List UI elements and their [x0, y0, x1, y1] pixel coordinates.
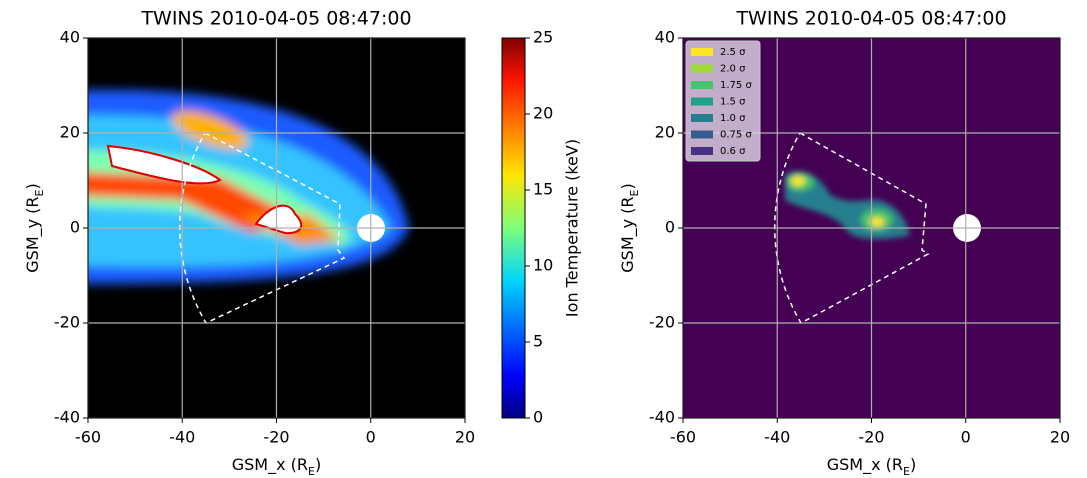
legend-swatch [691, 64, 713, 73]
y-tick-label: 20 [60, 123, 80, 142]
x-axis-label-part: E [903, 465, 910, 478]
legend-swatch [691, 97, 713, 106]
x-axis-label-part: GSM_x (R [232, 455, 308, 475]
y-axis-label-part: E [628, 189, 641, 196]
chart-title: TWINS 2010-04-05 08:47:00 [735, 8, 1006, 30]
y-tick-label: -20 [649, 313, 675, 332]
x-tick-label: 0 [366, 428, 376, 447]
x-tick-label: -20 [858, 428, 884, 447]
y-tick-label: -40 [54, 408, 80, 427]
x-axis-label-part: ) [910, 455, 916, 474]
y-axis-label-part: GSM_y (R [23, 196, 43, 272]
colorbar-tick-label: 25 [533, 28, 553, 47]
x-axis-label-part: GSM_x (R [827, 455, 903, 475]
y-axis-label: GSM_y (RE) [23, 183, 46, 272]
x-tick-label: -40 [764, 428, 790, 447]
colorbar-label: Ion Temperature (keV) [563, 139, 582, 317]
x-tick-label: 0 [961, 428, 971, 447]
legend-label: 0.6 σ [720, 146, 746, 157]
colorbar-tick-label: 10 [533, 256, 553, 275]
y-tick-label: -40 [649, 408, 675, 427]
plot-frame [87, 37, 466, 419]
chart-title: TWINS 2010-04-05 08:47:00 [140, 8, 411, 30]
y-axis-label-part: ) [618, 183, 637, 189]
legend-label: 2.5 σ [720, 47, 746, 58]
y-axis-label-part: E [33, 189, 46, 196]
x-axis-label: GSM_x (RE) [827, 455, 916, 478]
plot-frame [682, 37, 1061, 419]
colorbar [501, 37, 526, 419]
x-axis-label-part: ) [315, 455, 321, 474]
y-tick-label: 20 [655, 123, 675, 142]
legend-swatch [691, 147, 713, 155]
legend-label: 1.0 σ [720, 113, 746, 124]
y-axis-label-part: GSM_y (R [618, 196, 638, 272]
x-axis-label-part: E [308, 465, 315, 478]
x-tick-label: -60 [670, 428, 696, 447]
legend-swatch [691, 130, 713, 139]
x-tick-label: 20 [1050, 428, 1070, 447]
x-tick-label: -20 [263, 428, 289, 447]
y-tick-label: 40 [655, 28, 675, 47]
x-tick-label: 20 [455, 428, 475, 447]
legend-label: 1.5 σ [720, 97, 746, 108]
y-tick-label: 0 [70, 218, 80, 237]
colorbar-tick-label: 5 [533, 332, 543, 351]
legend-label: 2.0 σ [720, 64, 746, 75]
x-tick-label: -40 [169, 428, 195, 447]
legend-swatch [691, 48, 713, 56]
x-axis-label: GSM_x (RE) [232, 455, 321, 478]
y-axis-label: GSM_y (RE) [618, 183, 641, 272]
colorbar-tick-label: 15 [533, 180, 553, 199]
colorbar-tick-label: 0 [533, 408, 543, 427]
x-tick-label: -60 [75, 428, 101, 447]
colorbar-tick-label: 20 [533, 104, 553, 123]
legend-label: 1.75 σ [720, 80, 752, 91]
legend-label: 0.75 σ [720, 130, 752, 141]
y-axis-label-part: ) [23, 183, 42, 189]
y-tick-label: -20 [54, 313, 80, 332]
legend-swatch [691, 114, 713, 122]
y-tick-label: 40 [60, 28, 80, 47]
legend-swatch [691, 81, 713, 89]
y-tick-label: 0 [665, 218, 675, 237]
